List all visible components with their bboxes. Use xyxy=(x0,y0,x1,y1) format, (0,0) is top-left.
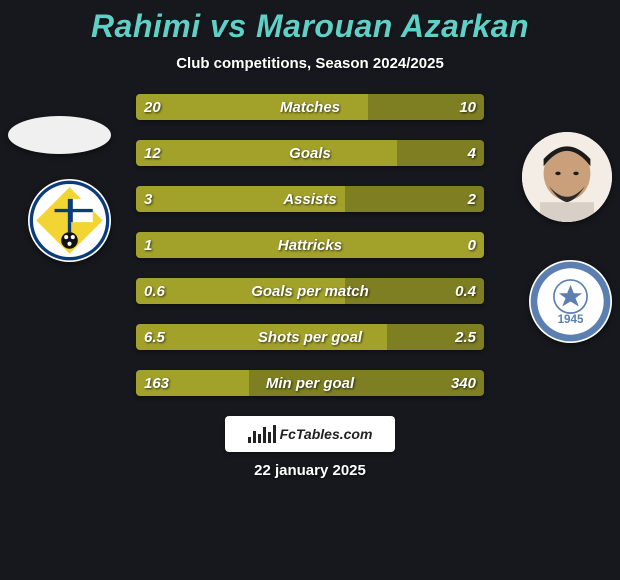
stat-label: Assists xyxy=(136,186,484,212)
player-right-avatar xyxy=(522,132,612,222)
stat-row: 163340Min per goal xyxy=(136,370,484,396)
club-right-year: 1945 xyxy=(558,313,584,326)
stat-label: Goals per match xyxy=(136,278,484,304)
stat-row: 6.52.5Shots per goal xyxy=(136,324,484,350)
stat-row: 2010Matches xyxy=(136,94,484,120)
club-right-badge: 1945 xyxy=(529,260,612,343)
fctables-badge: FcTables.com xyxy=(225,416,395,452)
stat-label: Hattricks xyxy=(136,232,484,258)
club-left-icon xyxy=(28,179,111,262)
stat-label: Shots per goal xyxy=(136,324,484,350)
fctables-icon xyxy=(248,425,276,443)
stat-label: Min per goal xyxy=(136,370,484,396)
stat-label: Matches xyxy=(136,94,484,120)
date-label: 22 january 2025 xyxy=(0,462,620,479)
club-left-badge xyxy=(28,179,111,262)
stat-row: 10Hattricks xyxy=(136,232,484,258)
stat-label: Goals xyxy=(136,140,484,166)
player-left-avatar xyxy=(8,116,111,154)
fctables-label: FcTables.com xyxy=(280,426,373,442)
stat-row: 124Goals xyxy=(136,140,484,166)
comparison-card: Rahimi vs Marouan Azarkan Club competiti… xyxy=(0,0,620,580)
stat-row: 0.60.4Goals per match xyxy=(136,278,484,304)
club-right-icon: 1945 xyxy=(529,260,612,343)
stat-row: 32Assists xyxy=(136,186,484,212)
page-title: Rahimi vs Marouan Azarkan xyxy=(0,8,620,45)
stats-rows: 2010Matches 124Goals 32Assists 10Hattricks 0… xyxy=(136,94,484,396)
subtitle: Club competitions, Season 2024/2025 xyxy=(0,55,620,72)
player-right-icon xyxy=(522,132,612,222)
